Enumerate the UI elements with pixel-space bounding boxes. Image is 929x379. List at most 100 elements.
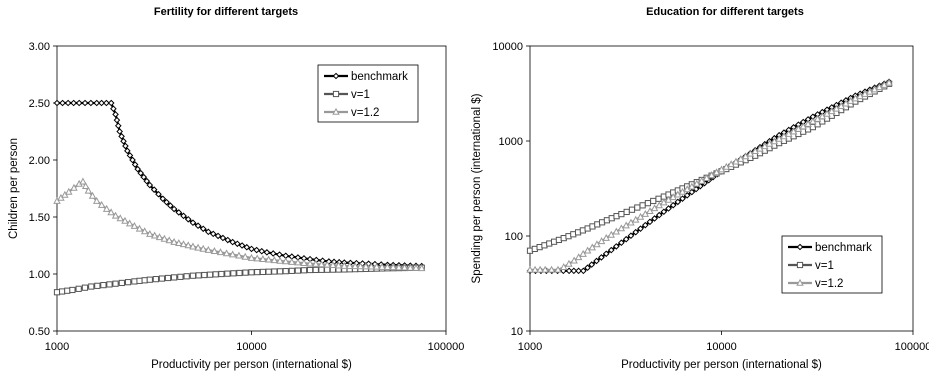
data-point <box>129 156 136 164</box>
data-point <box>195 272 202 279</box>
data-point <box>134 165 142 173</box>
data-point <box>206 271 214 278</box>
legend-label: benchmark <box>351 71 408 83</box>
data-point <box>93 99 101 107</box>
data-point <box>126 152 134 159</box>
data-point <box>770 137 779 145</box>
data-point <box>189 219 197 227</box>
data-point <box>607 246 615 254</box>
data-point <box>628 206 636 213</box>
data-point <box>175 239 183 247</box>
legend-swatch-marker <box>332 107 340 115</box>
data-point <box>644 200 652 207</box>
legend-swatch-marker <box>332 72 340 80</box>
data-point <box>170 237 178 245</box>
data-point <box>875 83 884 91</box>
data-point <box>588 261 596 268</box>
data-point <box>554 265 562 273</box>
data-point <box>214 232 222 240</box>
data-point <box>618 239 625 247</box>
data-point <box>116 214 124 222</box>
data-point <box>300 259 308 266</box>
data-point <box>417 264 426 272</box>
data-point <box>646 218 654 226</box>
data-point <box>204 245 213 253</box>
data-point <box>655 195 662 202</box>
y-tick-label: 1.50 <box>29 212 50 224</box>
data-point <box>870 85 879 93</box>
data-point <box>112 111 119 118</box>
data-point <box>194 243 202 251</box>
data-point <box>362 262 370 270</box>
data-point <box>155 190 162 198</box>
data-point <box>194 222 202 230</box>
data-point <box>124 147 131 155</box>
y-tick-label: 2.00 <box>29 155 50 167</box>
legend: benchmark v=1 v=1.2 <box>781 235 883 294</box>
data-point <box>125 279 132 286</box>
data-point <box>120 137 127 145</box>
data-point <box>253 254 261 262</box>
data-point <box>65 187 73 195</box>
data-point <box>400 263 409 271</box>
data-point <box>241 252 249 260</box>
data-point <box>531 265 539 273</box>
data-point <box>84 186 93 194</box>
data-point <box>171 274 178 281</box>
data-point <box>81 182 90 190</box>
data-point <box>312 266 319 274</box>
data-point <box>794 124 803 132</box>
data-point <box>570 256 578 264</box>
data-point <box>765 139 774 147</box>
data-point <box>140 173 148 181</box>
data-point <box>634 204 641 211</box>
data-point <box>282 268 289 275</box>
data-point <box>137 169 145 177</box>
data-point <box>312 259 320 267</box>
y-axis-label: Children per person <box>8 138 20 239</box>
data-point <box>655 211 663 219</box>
data-point <box>121 216 129 224</box>
data-point <box>135 224 144 232</box>
data-point <box>406 263 415 271</box>
data-point <box>218 270 225 278</box>
x-axis-label: Productivity per person (international $… <box>151 359 352 371</box>
data-point <box>88 191 97 199</box>
series-benchmark <box>53 99 426 270</box>
data-point <box>389 263 397 271</box>
data-point <box>356 262 365 270</box>
y-tick-label: 3.00 <box>29 41 50 53</box>
data-point <box>536 265 544 273</box>
data-point <box>318 266 325 273</box>
data-point <box>81 284 89 291</box>
y-tick-label: 2.50 <box>29 98 50 110</box>
data-point <box>265 268 272 275</box>
data-point <box>97 200 106 208</box>
data-point <box>70 99 77 107</box>
data-point <box>570 267 578 275</box>
data-point <box>541 265 549 273</box>
data-point <box>170 205 178 213</box>
data-point <box>59 99 66 107</box>
data-point <box>247 253 256 261</box>
data-point <box>163 198 170 206</box>
data-point <box>351 262 359 270</box>
data-point <box>114 122 122 130</box>
data-point <box>306 266 314 274</box>
data-point <box>106 281 113 288</box>
series-v=1 <box>53 264 425 296</box>
legend-label: benchmark <box>815 242 872 254</box>
data-point <box>224 236 232 244</box>
data-point <box>756 144 764 152</box>
data-point <box>282 257 290 265</box>
data-point <box>593 257 600 265</box>
data-point <box>103 99 110 107</box>
data-point <box>209 230 217 238</box>
data-point <box>300 267 308 274</box>
data-point <box>184 241 192 249</box>
data-point <box>210 247 219 254</box>
data-point <box>146 229 154 237</box>
data-point <box>372 262 381 270</box>
series-v=1.2 <box>526 78 893 273</box>
